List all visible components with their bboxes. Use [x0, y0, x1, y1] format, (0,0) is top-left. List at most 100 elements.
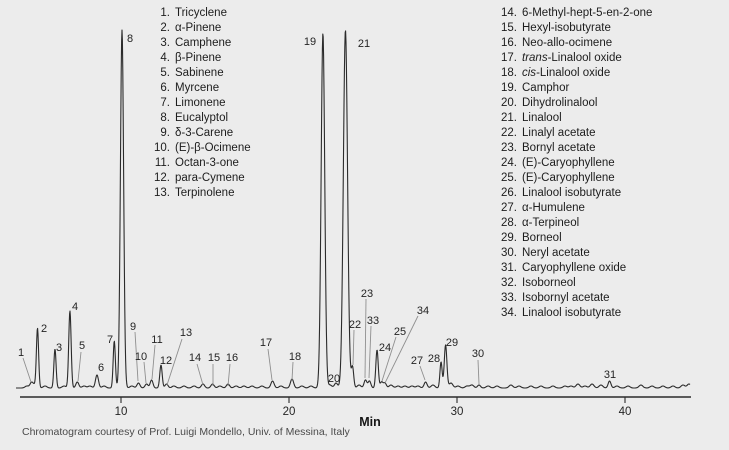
- legend-item-name: Neryl acetate: [522, 247, 590, 259]
- legend-item: 9. δ-3-Carene: [153, 126, 251, 141]
- legend-item-name: Limonene: [175, 97, 226, 109]
- caption: Chromatogram courtesy of Prof. Luigi Mon…: [22, 426, 350, 438]
- x-axis-title: Min: [359, 415, 381, 429]
- legend-item-number: 25.: [501, 172, 517, 184]
- leader-line-34: [384, 315, 419, 384]
- peak-label-13: 13: [180, 327, 192, 339]
- legend-item-number: 23.: [501, 142, 517, 154]
- legend-right: 14. 6-Methyl-hept-5-en-2-one 15. Hexyl-isob…: [500, 6, 652, 321]
- legend-item-name: (E)-β-Ocimene: [175, 142, 251, 154]
- leader-line-17: [267, 348, 273, 381]
- legend-item-name: Eucalyptol: [175, 112, 229, 124]
- peak-label-31: 31: [604, 369, 616, 381]
- legend-item-name: Octan-3-one: [175, 157, 239, 169]
- peak-label-33: 33: [367, 315, 379, 327]
- legend-item-name: Hexyl-isobutyrate: [522, 22, 611, 34]
- peak-label-29: 29: [446, 337, 458, 349]
- legend-item: 17. trans-Linalool oxide: [500, 51, 652, 66]
- legend-item: 11. Octan-3-one: [153, 156, 251, 171]
- legend-item-name: Linalool isobutyrate: [522, 307, 622, 319]
- legend-item-name: Caryophyllene oxide: [522, 262, 627, 274]
- peak-label-34: 34: [417, 305, 429, 317]
- legend-item-name: Neo-allo-ocimene: [522, 37, 613, 49]
- legend-item: 32. Isoborneol: [500, 276, 652, 291]
- legend-item-number: 26.: [501, 187, 517, 199]
- legend-item-number: 28.: [501, 217, 517, 229]
- peak-label-10: 10: [135, 351, 147, 363]
- x-tick-label: 10: [115, 406, 128, 418]
- legend-item-name: Terpinolene: [175, 187, 235, 199]
- legend-item: 22. Linalyl acetate: [500, 126, 652, 141]
- legend-item-name: Linalyl acetate: [522, 127, 596, 139]
- legend-item-name: (E)-Caryophyllene: [522, 172, 615, 184]
- legend-item-number: 2.: [160, 22, 170, 34]
- legend-item: 27. α-Humulene: [500, 201, 652, 216]
- x-tick-label: 30: [451, 406, 464, 418]
- legend-item-number: 12.: [154, 172, 170, 184]
- leader-line-16: [227, 363, 231, 387]
- legend-item: 21. Linalool: [500, 111, 652, 126]
- legend-item-number: 34.: [501, 307, 517, 319]
- legend-item-name: Bornyl acetate: [522, 142, 596, 154]
- legend-item-name: Isobornyl acetate: [522, 292, 610, 304]
- legend-item-name: para-Cymene: [175, 172, 245, 184]
- legend-item-name: Linalool isobutyrate: [522, 187, 622, 199]
- legend-item: 31. Caryophyllene oxide: [500, 261, 652, 276]
- peak-label-16: 16: [226, 352, 238, 364]
- legend-item-number: 32.: [501, 277, 517, 289]
- legend-item-number: 5.: [160, 67, 170, 79]
- leader-line-13: [166, 338, 183, 386]
- leader-line-1: [22, 357, 32, 383]
- legend-item-number: 8.: [160, 112, 170, 124]
- leader-line-33: [368, 325, 372, 379]
- legend-item-number: 4.: [160, 52, 170, 64]
- legend-item: 26. Linalool isobutyrate: [500, 186, 652, 201]
- leader-line-14: [196, 363, 204, 386]
- peak-label-12: 12: [160, 355, 172, 367]
- peak-label-23: 23: [361, 288, 373, 300]
- legend-item: 13. Terpinolene: [153, 186, 251, 201]
- peak-label-7: 7: [107, 334, 113, 346]
- legend-item-name: δ-3-Carene: [175, 127, 234, 139]
- leader-line-27: [419, 365, 426, 381]
- peak-label-11: 11: [151, 334, 162, 346]
- legend-item: 20. Dihydrolinalool: [500, 96, 652, 111]
- peak-label-1: 1: [18, 347, 24, 359]
- legend-item-number: 33.: [501, 292, 517, 304]
- legend-item-name: α-Pinene: [175, 22, 222, 34]
- leader-line-22: [352, 329, 355, 366]
- legend-item-number: 3.: [160, 37, 170, 49]
- legend-item: 29. Borneol: [500, 231, 652, 246]
- peak-label-30: 30: [472, 348, 484, 360]
- legend-item-name: α-Terpineol: [522, 217, 580, 229]
- legend-item: 18. cis-Linalool oxide: [500, 66, 652, 81]
- legend-item: 19. Camphor: [500, 81, 652, 96]
- peak-label-24: 24: [379, 342, 391, 354]
- legend-item-number: 7.: [160, 97, 170, 109]
- legend-item-number: 31.: [501, 262, 517, 274]
- legend-item: 15. Hexyl-isobutyrate: [500, 21, 652, 36]
- legend-item: 14. 6-Methyl-hept-5-en-2-one: [500, 6, 652, 21]
- legend-item-number: 30.: [501, 247, 517, 259]
- leader-line-10: [143, 361, 147, 384]
- leader-line-11: [151, 344, 156, 380]
- legend-item-number: 19.: [501, 82, 517, 94]
- legend-item: 7. Limonene: [153, 96, 251, 111]
- legend-item-number: 11.: [154, 157, 170, 169]
- legend-item: 28. α-Terpineol: [500, 216, 652, 231]
- peak-label-14: 14: [189, 352, 201, 364]
- leader-line-23: [364, 298, 367, 379]
- legend-item: 4. β-Pinene: [153, 51, 251, 66]
- peak-label-20: 20: [328, 373, 340, 385]
- legend-item: 2. α-Pinene: [153, 21, 251, 36]
- peak-label-25: 25: [394, 326, 406, 338]
- legend-item: 12. para-Cymene: [153, 171, 251, 186]
- chromatogram-trace: [15, 29, 691, 389]
- leader-line-18: [291, 361, 294, 381]
- legend-item-name: Sabinene: [175, 67, 224, 79]
- legend-item: 25. (E)-Caryophyllene: [500, 171, 652, 186]
- legend-item-name: β-Pinene: [175, 52, 222, 64]
- legend-item-name: Linalool: [522, 112, 562, 124]
- legend-item-number: 27.: [501, 202, 517, 214]
